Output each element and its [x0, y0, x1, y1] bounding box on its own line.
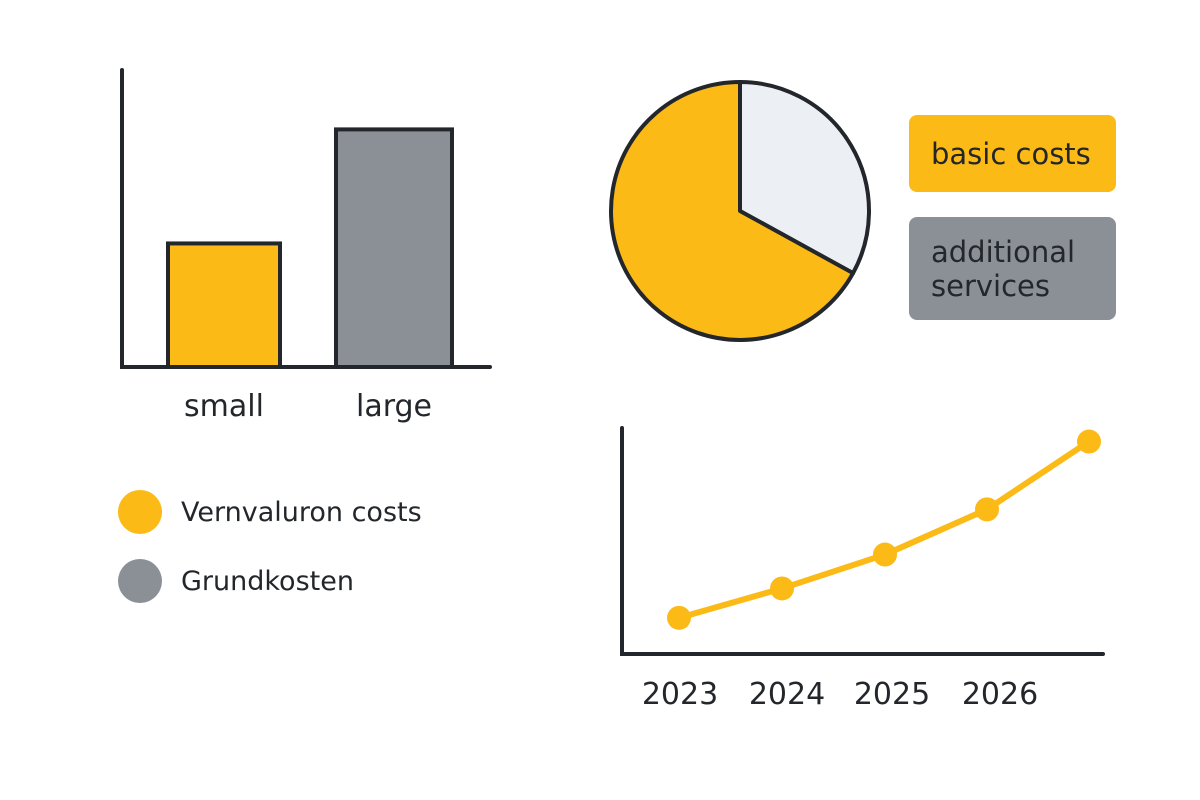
x-tick-label: 2026: [962, 677, 1038, 712]
line-point: [975, 497, 999, 522]
pie-legend-label: additional services: [931, 234, 1076, 303]
pie-legend-additional-services: additional services: [909, 217, 1116, 320]
bar-small: [166, 241, 282, 369]
legend-item-vernvaluron-costs: Vernvaluron costs: [118, 490, 422, 534]
legend-item-grundkosten: Grundkosten: [118, 559, 354, 603]
line-point: [873, 542, 897, 567]
legend-swatch-gray: [118, 559, 162, 603]
legend-label: Vernvaluron costs: [181, 496, 422, 528]
x-tick-label: 2024: [749, 677, 825, 712]
bar-large: [334, 127, 454, 369]
x-tick-label: 2023: [642, 677, 718, 712]
legend-label: Grundkosten: [181, 565, 354, 597]
line-point: [1077, 429, 1101, 454]
line-point: [770, 576, 794, 601]
line-point: [667, 605, 691, 630]
pie-legend-label: basic costs: [931, 136, 1091, 171]
pie-slice-additional-services: [738, 80, 871, 276]
x-tick-label: 2025: [854, 677, 930, 712]
x-tick-label: large: [356, 389, 432, 424]
bar-axes: [120, 68, 492, 369]
pie-legend-basic-costs: basic costs: [909, 115, 1116, 192]
line-series: [678, 439, 1091, 621]
pie-slice-basic-costs: [609, 80, 856, 342]
x-tick-label: small: [184, 389, 264, 424]
legend-swatch-yellow: [118, 490, 162, 534]
line-axes: [620, 426, 1105, 656]
